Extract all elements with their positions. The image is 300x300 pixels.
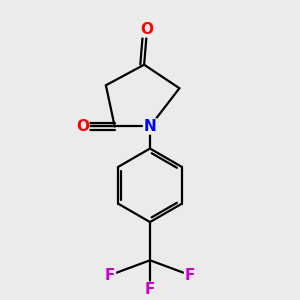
Text: F: F bbox=[184, 268, 195, 283]
Text: N: N bbox=[144, 119, 156, 134]
Text: F: F bbox=[145, 282, 155, 297]
Text: F: F bbox=[105, 268, 116, 283]
Text: O: O bbox=[141, 22, 154, 37]
Text: O: O bbox=[76, 119, 89, 134]
